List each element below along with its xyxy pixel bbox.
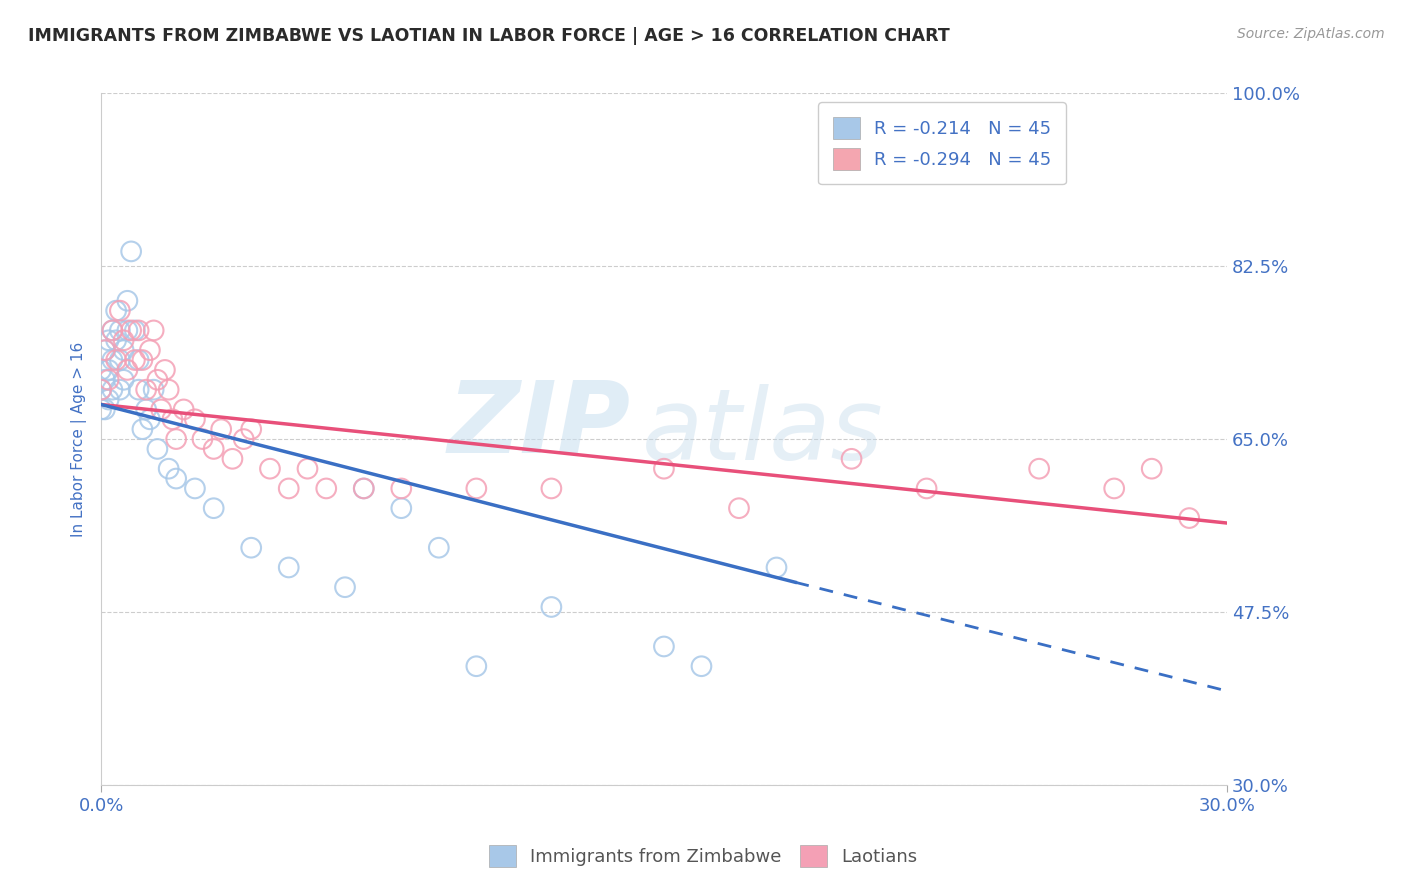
- Point: [153, 363, 176, 377]
- Point: [389, 501, 412, 516]
- Point: [101, 383, 124, 397]
- Point: [240, 422, 263, 436]
- Point: [112, 333, 135, 347]
- Point: [131, 422, 153, 436]
- Point: [277, 482, 299, 496]
- Point: [101, 323, 124, 337]
- Point: [162, 412, 184, 426]
- Legend: R = -0.214   N = 45, R = -0.294   N = 45: R = -0.214 N = 45, R = -0.294 N = 45: [818, 103, 1066, 185]
- Point: [108, 353, 131, 368]
- Point: [124, 353, 146, 368]
- Point: [105, 333, 128, 347]
- Point: [202, 442, 225, 456]
- Point: [112, 343, 135, 358]
- Point: [128, 383, 150, 397]
- Point: [277, 560, 299, 574]
- Point: [465, 482, 488, 496]
- Point: [259, 461, 281, 475]
- Point: [232, 432, 254, 446]
- Point: [135, 402, 157, 417]
- Point: [540, 599, 562, 614]
- Point: [108, 383, 131, 397]
- Point: [173, 402, 195, 417]
- Point: [105, 353, 128, 368]
- Point: [101, 323, 124, 337]
- Point: [184, 482, 207, 496]
- Point: [117, 363, 139, 377]
- Point: [94, 343, 117, 358]
- Point: [128, 323, 150, 337]
- Point: [139, 343, 162, 358]
- Point: [157, 461, 180, 475]
- Point: [117, 293, 139, 308]
- Point: [841, 451, 863, 466]
- Point: [94, 373, 117, 387]
- Point: [353, 482, 375, 496]
- Point: [117, 323, 139, 337]
- Legend: Immigrants from Zimbabwe, Laotians: Immigrants from Zimbabwe, Laotians: [481, 838, 925, 874]
- Point: [427, 541, 450, 555]
- Point: [315, 482, 337, 496]
- Point: [157, 383, 180, 397]
- Point: [652, 640, 675, 654]
- Point: [150, 402, 173, 417]
- Point: [240, 541, 263, 555]
- Point: [97, 392, 120, 407]
- Point: [202, 501, 225, 516]
- Point: [765, 560, 787, 574]
- Point: [139, 412, 162, 426]
- Point: [1028, 461, 1050, 475]
- Text: ZIP: ZIP: [447, 376, 630, 474]
- Point: [146, 442, 169, 456]
- Point: [465, 659, 488, 673]
- Point: [101, 353, 124, 368]
- Point: [1102, 482, 1125, 496]
- Text: IMMIGRANTS FROM ZIMBABWE VS LAOTIAN IN LABOR FORCE | AGE > 16 CORRELATION CHART: IMMIGRANTS FROM ZIMBABWE VS LAOTIAN IN L…: [28, 27, 950, 45]
- Point: [915, 482, 938, 496]
- Point: [1178, 511, 1201, 525]
- Point: [184, 412, 207, 426]
- Point: [97, 333, 120, 347]
- Point: [131, 353, 153, 368]
- Point: [297, 461, 319, 475]
- Text: Source: ZipAtlas.com: Source: ZipAtlas.com: [1237, 27, 1385, 41]
- Point: [94, 402, 117, 417]
- Y-axis label: In Labor Force | Age > 16: In Labor Force | Age > 16: [72, 342, 87, 537]
- Point: [652, 461, 675, 475]
- Point: [97, 373, 120, 387]
- Point: [142, 323, 165, 337]
- Point: [94, 343, 117, 358]
- Point: [540, 482, 562, 496]
- Point: [142, 383, 165, 397]
- Point: [135, 383, 157, 397]
- Point: [165, 472, 187, 486]
- Point: [97, 363, 120, 377]
- Point: [165, 432, 187, 446]
- Text: atlas: atlas: [641, 384, 883, 481]
- Point: [105, 303, 128, 318]
- Point: [120, 244, 142, 259]
- Point: [112, 373, 135, 387]
- Point: [90, 383, 112, 397]
- Point: [191, 432, 214, 446]
- Point: [128, 353, 150, 368]
- Point: [90, 363, 112, 377]
- Point: [333, 580, 356, 594]
- Point: [108, 303, 131, 318]
- Point: [124, 323, 146, 337]
- Point: [353, 482, 375, 496]
- Point: [90, 383, 112, 397]
- Point: [221, 451, 243, 466]
- Point: [1140, 461, 1163, 475]
- Point: [690, 659, 713, 673]
- Point: [389, 482, 412, 496]
- Point: [90, 402, 112, 417]
- Point: [209, 422, 232, 436]
- Point: [120, 323, 142, 337]
- Point: [728, 501, 751, 516]
- Point: [146, 373, 169, 387]
- Point: [108, 323, 131, 337]
